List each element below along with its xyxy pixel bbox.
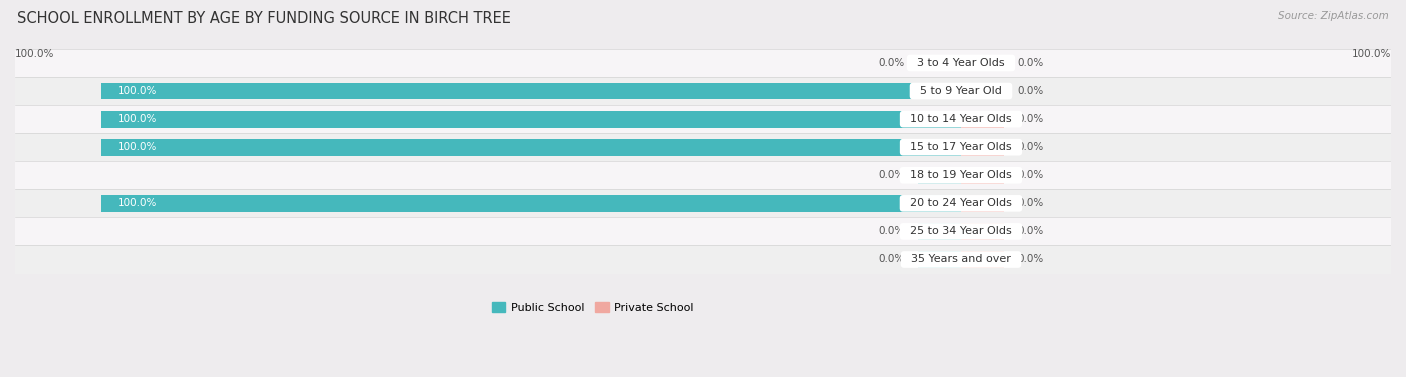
Bar — [15, 189, 1391, 218]
Legend: Public School, Private School: Public School, Private School — [488, 298, 699, 317]
Bar — [918, 167, 960, 184]
Bar — [101, 111, 960, 127]
Bar — [918, 223, 960, 240]
Text: 100.0%: 100.0% — [118, 142, 157, 152]
Text: 100.0%: 100.0% — [118, 114, 157, 124]
Bar — [918, 251, 960, 268]
Bar — [15, 133, 1391, 161]
Text: 0.0%: 0.0% — [1017, 142, 1043, 152]
Text: 0.0%: 0.0% — [1017, 86, 1043, 96]
Text: 100.0%: 100.0% — [118, 86, 157, 96]
Bar — [101, 83, 960, 100]
Text: 0.0%: 0.0% — [1017, 114, 1043, 124]
Bar — [101, 195, 960, 212]
Text: 0.0%: 0.0% — [1017, 198, 1043, 208]
Text: 0.0%: 0.0% — [879, 58, 905, 68]
Text: 0.0%: 0.0% — [1017, 254, 1043, 265]
Text: 100.0%: 100.0% — [15, 49, 55, 59]
Bar — [960, 195, 1004, 212]
Bar — [960, 111, 1004, 127]
Bar — [101, 139, 960, 156]
Bar — [960, 167, 1004, 184]
Bar — [918, 55, 960, 71]
Bar — [15, 218, 1391, 245]
Text: 0.0%: 0.0% — [1017, 227, 1043, 236]
Bar — [15, 245, 1391, 274]
Bar — [960, 83, 1004, 100]
Text: 25 to 34 Year Olds: 25 to 34 Year Olds — [903, 227, 1019, 236]
Bar — [960, 251, 1004, 268]
Bar — [15, 77, 1391, 105]
Text: 3 to 4 Year Olds: 3 to 4 Year Olds — [910, 58, 1012, 68]
Text: 0.0%: 0.0% — [879, 170, 905, 180]
Text: 35 Years and over: 35 Years and over — [904, 254, 1018, 265]
Text: 0.0%: 0.0% — [879, 254, 905, 265]
Text: 100.0%: 100.0% — [1351, 49, 1391, 59]
Text: 20 to 24 Year Olds: 20 to 24 Year Olds — [903, 198, 1019, 208]
Text: 15 to 17 Year Olds: 15 to 17 Year Olds — [903, 142, 1019, 152]
Bar — [960, 55, 1004, 71]
Text: 0.0%: 0.0% — [879, 227, 905, 236]
Text: 0.0%: 0.0% — [1017, 58, 1043, 68]
Bar — [960, 223, 1004, 240]
Text: 5 to 9 Year Old: 5 to 9 Year Old — [912, 86, 1010, 96]
Text: Source: ZipAtlas.com: Source: ZipAtlas.com — [1278, 11, 1389, 21]
Bar — [15, 161, 1391, 189]
Text: 18 to 19 Year Olds: 18 to 19 Year Olds — [903, 170, 1019, 180]
Bar — [15, 105, 1391, 133]
Bar — [960, 139, 1004, 156]
Text: 0.0%: 0.0% — [1017, 170, 1043, 180]
Text: 10 to 14 Year Olds: 10 to 14 Year Olds — [903, 114, 1019, 124]
Text: 100.0%: 100.0% — [118, 198, 157, 208]
Bar — [15, 49, 1391, 77]
Text: SCHOOL ENROLLMENT BY AGE BY FUNDING SOURCE IN BIRCH TREE: SCHOOL ENROLLMENT BY AGE BY FUNDING SOUR… — [17, 11, 510, 26]
